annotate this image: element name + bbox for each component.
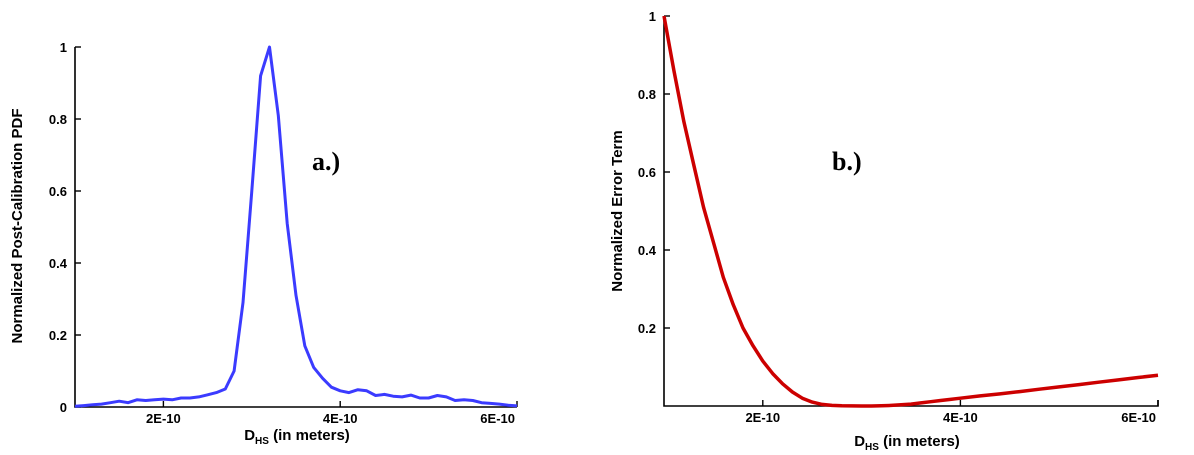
chart-a-x-tick-label: 4E-10 [323, 411, 358, 426]
chart-a-x-tick-label: 2E-10 [146, 411, 181, 426]
chart-a-x-axis-title-sub: HS [255, 436, 269, 447]
chart-a-y-tick-label: 0.2 [49, 328, 67, 343]
chart-b-x-tick-label: 2E-10 [745, 410, 780, 425]
chart-a: 0 0.2 0.4 0.6 0.8 1 2E-10 4E-10 6E-10 a.) Norma… [9, 40, 518, 447]
chart-a-x-ticks: 2E-10 4E-10 6E-10 [146, 401, 518, 426]
chart-b: 0.2 0.4 0.6 0.8 1 2E-10 4E-10 6E-10 b.) Normal… [609, 9, 1159, 453]
chart-b-y-tick-label: 0.6 [638, 165, 656, 180]
chart-a-x-axis-title-main: D [244, 427, 255, 444]
chart-b-y-axis-title: Normalized Error Term [609, 130, 626, 291]
chart-b-x-tick-label: 6E-10 [1121, 410, 1156, 425]
chart-b-x-tick-label: 4E-10 [943, 410, 978, 425]
chart-a-y-axis-title: Normalized Post-Calibration PDF [9, 108, 26, 343]
chart-a-y-ticks: 0 0.2 0.4 0.6 0.8 1 [49, 40, 81, 415]
chart-b-x-axis-title-rest: (in meters) [879, 433, 960, 450]
chart-b-y-tick-label: 0.2 [638, 321, 656, 336]
chart-b-x-axis-title: DHS (in meters) [854, 433, 960, 453]
chart-a-x-axis-title-rest: (in meters) [269, 427, 350, 444]
chart-a-y-tick-label: 0.8 [49, 112, 67, 127]
chart-b-y-tick-label: 1 [649, 9, 656, 24]
chart-b-x-axis-title-main: D [854, 433, 865, 450]
chart-a-panel-label: a.) [312, 147, 340, 176]
chart-a-y-tick-label: 0.4 [49, 256, 68, 271]
chart-b-series-line [662, 15, 1159, 408]
chart-a-y-tick-label: 0.6 [49, 184, 67, 199]
chart-b-x-ticks: 2E-10 4E-10 6E-10 [745, 400, 1159, 425]
chart-a-y-tick-label: 1 [60, 40, 67, 55]
chart-b-axes [663, 16, 1159, 407]
chart-a-x-tick-label: 6E-10 [480, 411, 515, 426]
chart-b-x-axis-title-sub: HS [865, 442, 879, 453]
chart-b-y-ticks: 0.2 0.4 0.6 0.8 1 [638, 9, 670, 336]
chart-a-y-tick-label: 0 [60, 400, 67, 415]
chart-a-x-axis-title: DHS (in meters) [244, 427, 350, 447]
chart-b-y-tick-label: 0.8 [638, 87, 656, 102]
chart-a-series-line [74, 45, 518, 408]
chart-b-y-tick-label: 0.4 [638, 243, 657, 258]
chart-b-panel-label: b.) [832, 147, 862, 176]
chart-a-axes [74, 47, 517, 408]
